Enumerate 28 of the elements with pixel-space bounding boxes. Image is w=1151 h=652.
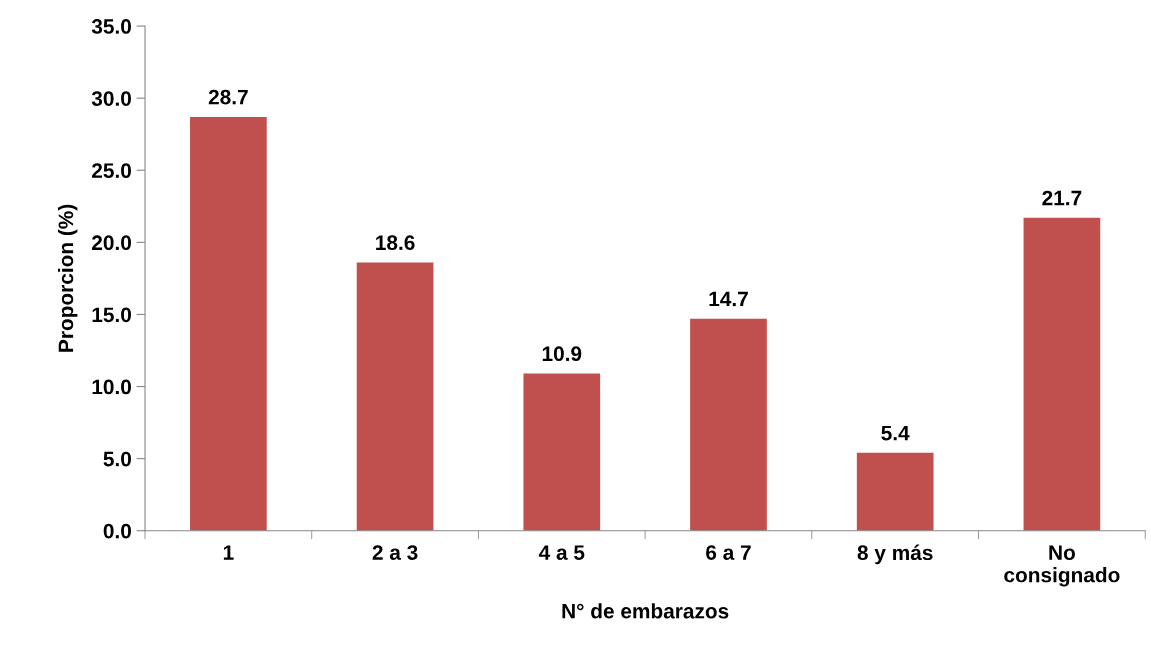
x-tick-label: 4 a 5 (538, 545, 585, 560)
bar (856, 452, 934, 531)
data-label: 21.7 (1042, 190, 1082, 206)
data-label: 28.7 (208, 89, 248, 105)
y-tick-label: 10.0 (92, 379, 131, 395)
bar (190, 116, 267, 531)
data-label: 5.4 (881, 425, 910, 441)
y-tick-label: 30.0 (91, 91, 131, 106)
x-tick-label: 8 y más (857, 544, 933, 565)
x-tick-label: 6 a 7 (706, 545, 751, 560)
bar (1023, 217, 1101, 531)
y-tick-label: 25.0 (92, 163, 131, 179)
bar (523, 373, 601, 531)
y-tick-label: 20.0 (92, 235, 131, 251)
y-axis-title: Proporcion (%) (57, 204, 78, 352)
data-label: 10.9 (542, 346, 582, 362)
x-axis-title: N° de embarazos (562, 603, 729, 619)
y-tick-label: 0.0 (103, 523, 131, 539)
x-tick-label: No consignado (1004, 545, 1120, 587)
x-tick-label: 2 a 3 (372, 545, 418, 560)
bar (356, 262, 434, 531)
data-label: 18.6 (376, 235, 415, 251)
y-tick-label: 5.0 (103, 451, 131, 467)
x-tick-label: 1 (223, 545, 234, 560)
data-label: 14.7 (709, 291, 748, 307)
bar (690, 318, 767, 531)
y-tick-label: 15.0 (92, 307, 131, 323)
y-tick-label: 35.0 (91, 19, 131, 34)
